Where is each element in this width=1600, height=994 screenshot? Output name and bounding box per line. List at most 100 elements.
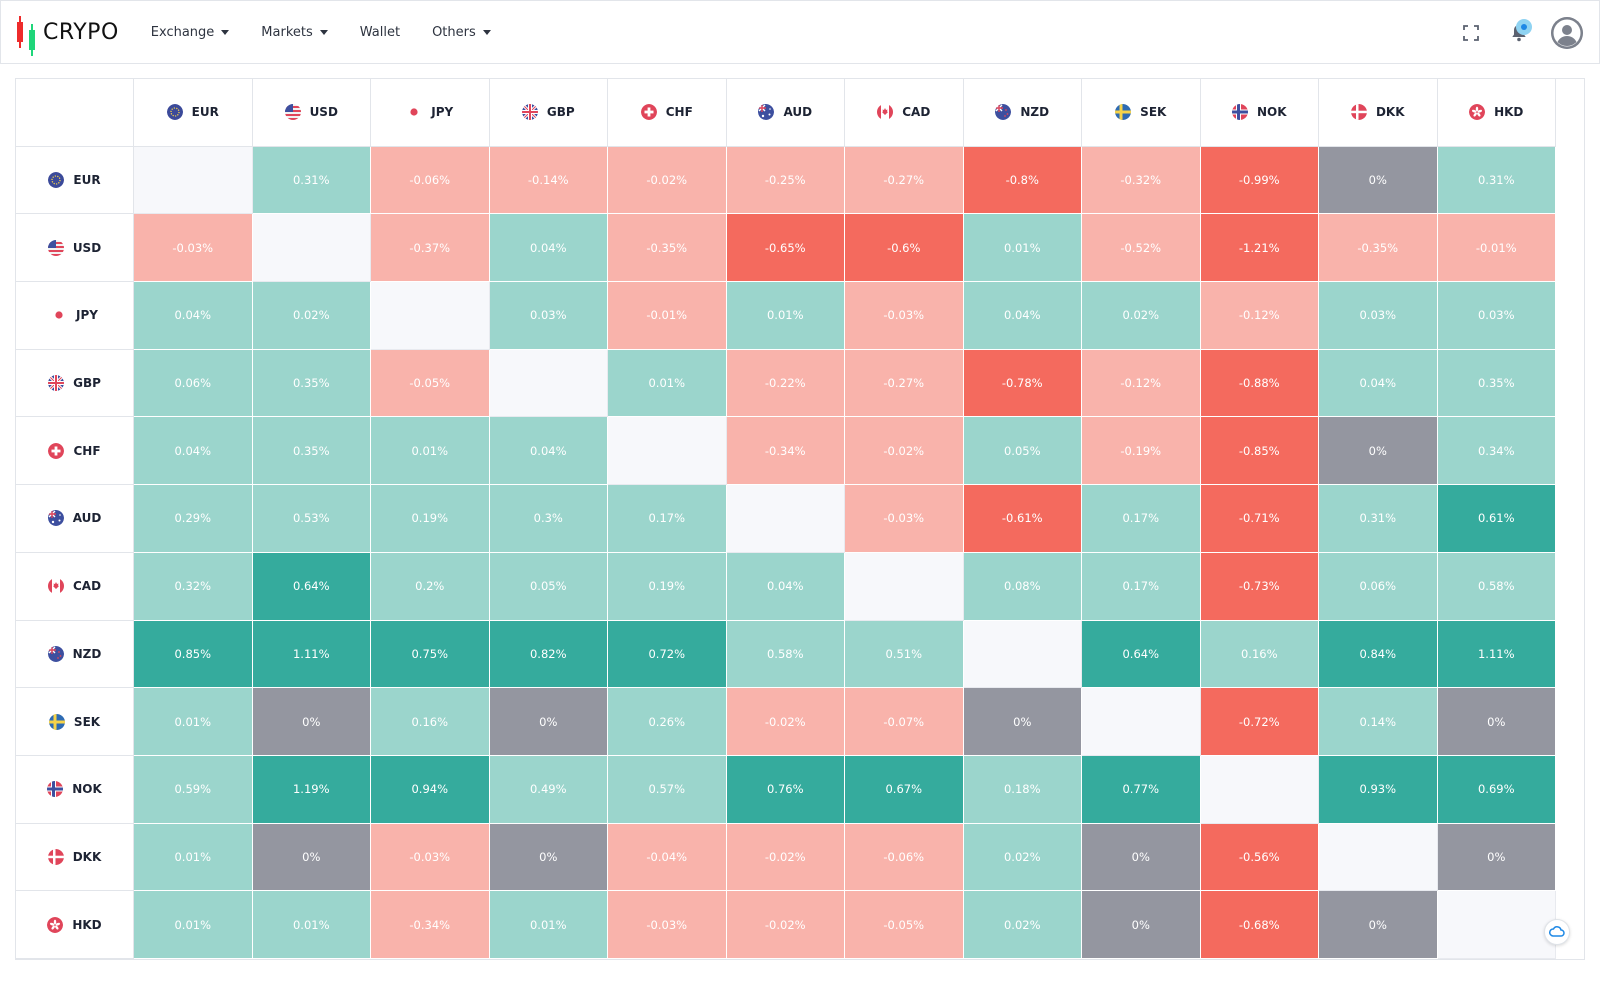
heatmap-cell[interactable]: 0.01% bbox=[726, 282, 845, 350]
heatmap-cell[interactable]: -0.03% bbox=[845, 485, 964, 553]
nav-item-others[interactable]: Others bbox=[432, 25, 491, 40]
heatmap-cell-empty[interactable] bbox=[963, 620, 1082, 689]
heatmap-cell[interactable]: 0.04% bbox=[1319, 349, 1438, 418]
heatmap-cell[interactable]: -0.14% bbox=[489, 146, 608, 215]
heatmap-cell[interactable]: 0.01% bbox=[252, 891, 371, 959]
heatmap-cell[interactable]: 0.01% bbox=[489, 891, 608, 959]
heatmap-cell[interactable]: 0% bbox=[1319, 417, 1438, 486]
heatmap-cell[interactable]: -0.65% bbox=[726, 214, 845, 283]
heatmap-cell[interactable]: -0.71% bbox=[1200, 485, 1319, 553]
heatmap-cell[interactable]: 0% bbox=[963, 688, 1082, 756]
heatmap-cell[interactable]: 0.04% bbox=[489, 417, 608, 486]
heatmap-cell[interactable]: 0.64% bbox=[1082, 620, 1201, 689]
heatmap-cell[interactable]: 0.04% bbox=[489, 214, 608, 283]
heatmap-cell[interactable]: 0.94% bbox=[371, 755, 490, 824]
heatmap-cell[interactable]: -0.68% bbox=[1200, 891, 1319, 959]
heatmap-cell[interactable]: 0.69% bbox=[1437, 755, 1556, 824]
heatmap-cell-empty[interactable] bbox=[726, 485, 845, 553]
heatmap-cell[interactable]: -0.01% bbox=[608, 282, 727, 350]
heatmap-cell[interactable]: 0.31% bbox=[1319, 485, 1438, 553]
heatmap-cell[interactable]: 0% bbox=[1437, 823, 1556, 892]
heatmap-cell-empty[interactable] bbox=[1437, 891, 1556, 959]
heatmap-cell[interactable]: 1.11% bbox=[1437, 620, 1556, 689]
heatmap-cell[interactable]: 0.01% bbox=[963, 214, 1082, 283]
heatmap-cell[interactable]: -0.35% bbox=[608, 214, 727, 283]
heatmap-cell[interactable]: -0.37% bbox=[371, 214, 490, 283]
heatmap-cell[interactable]: 0.08% bbox=[963, 552, 1082, 621]
heatmap-cell[interactable]: -0.78% bbox=[963, 349, 1082, 418]
heatmap-cell[interactable]: 0.57% bbox=[608, 755, 727, 824]
heatmap-cell[interactable]: -0.04% bbox=[608, 823, 727, 892]
heatmap-cell[interactable]: 0.31% bbox=[1437, 146, 1556, 215]
heatmap-cell[interactable]: 0.16% bbox=[1200, 620, 1319, 689]
heatmap-cell-empty[interactable] bbox=[489, 349, 608, 418]
heatmap-cell-empty[interactable] bbox=[1319, 823, 1438, 892]
logo[interactable]: CRYPO bbox=[17, 0, 119, 64]
heatmap-cell[interactable]: -0.03% bbox=[608, 891, 727, 959]
heatmap-cell[interactable]: -0.19% bbox=[1082, 417, 1201, 486]
heatmap-cell[interactable]: 0.75% bbox=[371, 620, 490, 689]
chat-widget-button[interactable] bbox=[1544, 918, 1570, 945]
heatmap-cell[interactable]: 0.05% bbox=[963, 417, 1082, 486]
heatmap-cell-empty[interactable] bbox=[845, 552, 964, 621]
heatmap-cell[interactable]: -0.06% bbox=[371, 146, 490, 215]
heatmap-cell[interactable]: 0.72% bbox=[608, 620, 727, 689]
heatmap-cell-empty[interactable] bbox=[1082, 688, 1201, 756]
heatmap-cell[interactable]: 0.61% bbox=[1437, 485, 1556, 553]
heatmap-cell-empty[interactable] bbox=[371, 282, 490, 350]
heatmap-cell[interactable]: 0.03% bbox=[1319, 282, 1438, 350]
heatmap-cell[interactable]: 0.35% bbox=[252, 417, 371, 486]
heatmap-cell[interactable]: -0.12% bbox=[1200, 282, 1319, 350]
heatmap-cell[interactable]: 0.31% bbox=[252, 146, 371, 215]
heatmap-cell[interactable]: 0.01% bbox=[371, 417, 490, 486]
heatmap-cell[interactable]: -0.6% bbox=[845, 214, 964, 283]
heatmap-cell[interactable]: 0.77% bbox=[1082, 755, 1201, 824]
heatmap-cell[interactable]: -0.32% bbox=[1082, 146, 1201, 215]
heatmap-cell[interactable]: -0.35% bbox=[1319, 214, 1438, 283]
heatmap-cell[interactable]: -0.02% bbox=[726, 688, 845, 756]
heatmap-cell[interactable]: 0.02% bbox=[1082, 282, 1201, 350]
heatmap-cell[interactable]: 0.19% bbox=[371, 485, 490, 553]
heatmap-cell[interactable]: 0% bbox=[1082, 891, 1201, 959]
heatmap-cell[interactable]: 0.02% bbox=[252, 282, 371, 350]
heatmap-cell[interactable]: 0% bbox=[1082, 823, 1201, 892]
heatmap-cell[interactable]: 0.03% bbox=[489, 282, 608, 350]
heatmap-cell[interactable]: -0.05% bbox=[371, 349, 490, 418]
heatmap-cell[interactable]: 0.16% bbox=[371, 688, 490, 756]
heatmap-cell[interactable]: -0.88% bbox=[1200, 349, 1319, 418]
heatmap-cell[interactable]: 0.29% bbox=[134, 485, 253, 553]
heatmap-cell[interactable]: 0.06% bbox=[1319, 552, 1438, 621]
heatmap-cell[interactable]: -0.99% bbox=[1200, 146, 1319, 215]
heatmap-cell[interactable]: -1.21% bbox=[1200, 214, 1319, 283]
heatmap-cell[interactable]: -0.03% bbox=[134, 214, 253, 283]
heatmap-cell[interactable]: 0.84% bbox=[1319, 620, 1438, 689]
user-menu-button[interactable] bbox=[1551, 17, 1583, 49]
heatmap-cell[interactable]: 0% bbox=[1437, 688, 1556, 756]
heatmap-cell[interactable]: 0.32% bbox=[134, 552, 253, 621]
notifications-button[interactable] bbox=[1503, 17, 1535, 49]
heatmap-cell[interactable]: 1.19% bbox=[252, 755, 371, 824]
heatmap-cell[interactable]: 0.35% bbox=[1437, 349, 1556, 418]
heatmap-cell[interactable]: 0.17% bbox=[608, 485, 727, 553]
heatmap-cell[interactable]: 0.18% bbox=[963, 755, 1082, 824]
heatmap-cell[interactable]: 0.17% bbox=[1082, 552, 1201, 621]
heatmap-cell[interactable]: 0.53% bbox=[252, 485, 371, 553]
heatmap-cell[interactable]: -0.73% bbox=[1200, 552, 1319, 621]
heatmap-cell[interactable]: 0.01% bbox=[134, 823, 253, 892]
heatmap-cell[interactable]: -0.03% bbox=[371, 823, 490, 892]
heatmap-cell[interactable]: 1.11% bbox=[252, 620, 371, 689]
heatmap-cell[interactable]: -0.85% bbox=[1200, 417, 1319, 486]
heatmap-cell[interactable]: 0% bbox=[489, 688, 608, 756]
heatmap-cell[interactable]: 0.17% bbox=[1082, 485, 1201, 553]
nav-item-exchange[interactable]: Exchange bbox=[151, 25, 230, 40]
heatmap-cell[interactable]: -0.01% bbox=[1437, 214, 1556, 283]
heatmap-cell[interactable]: -0.03% bbox=[845, 282, 964, 350]
heatmap-cell[interactable]: 0.01% bbox=[608, 349, 727, 418]
heatmap-cell[interactable]: 0.04% bbox=[134, 417, 253, 486]
heatmap-cell-empty[interactable] bbox=[134, 146, 253, 215]
heatmap-cell[interactable]: 0.06% bbox=[134, 349, 253, 418]
heatmap-cell[interactable]: 0.04% bbox=[134, 282, 253, 350]
heatmap-cell[interactable]: -0.02% bbox=[608, 146, 727, 215]
heatmap-cell[interactable]: 0.49% bbox=[489, 755, 608, 824]
fullscreen-button[interactable] bbox=[1455, 17, 1487, 49]
